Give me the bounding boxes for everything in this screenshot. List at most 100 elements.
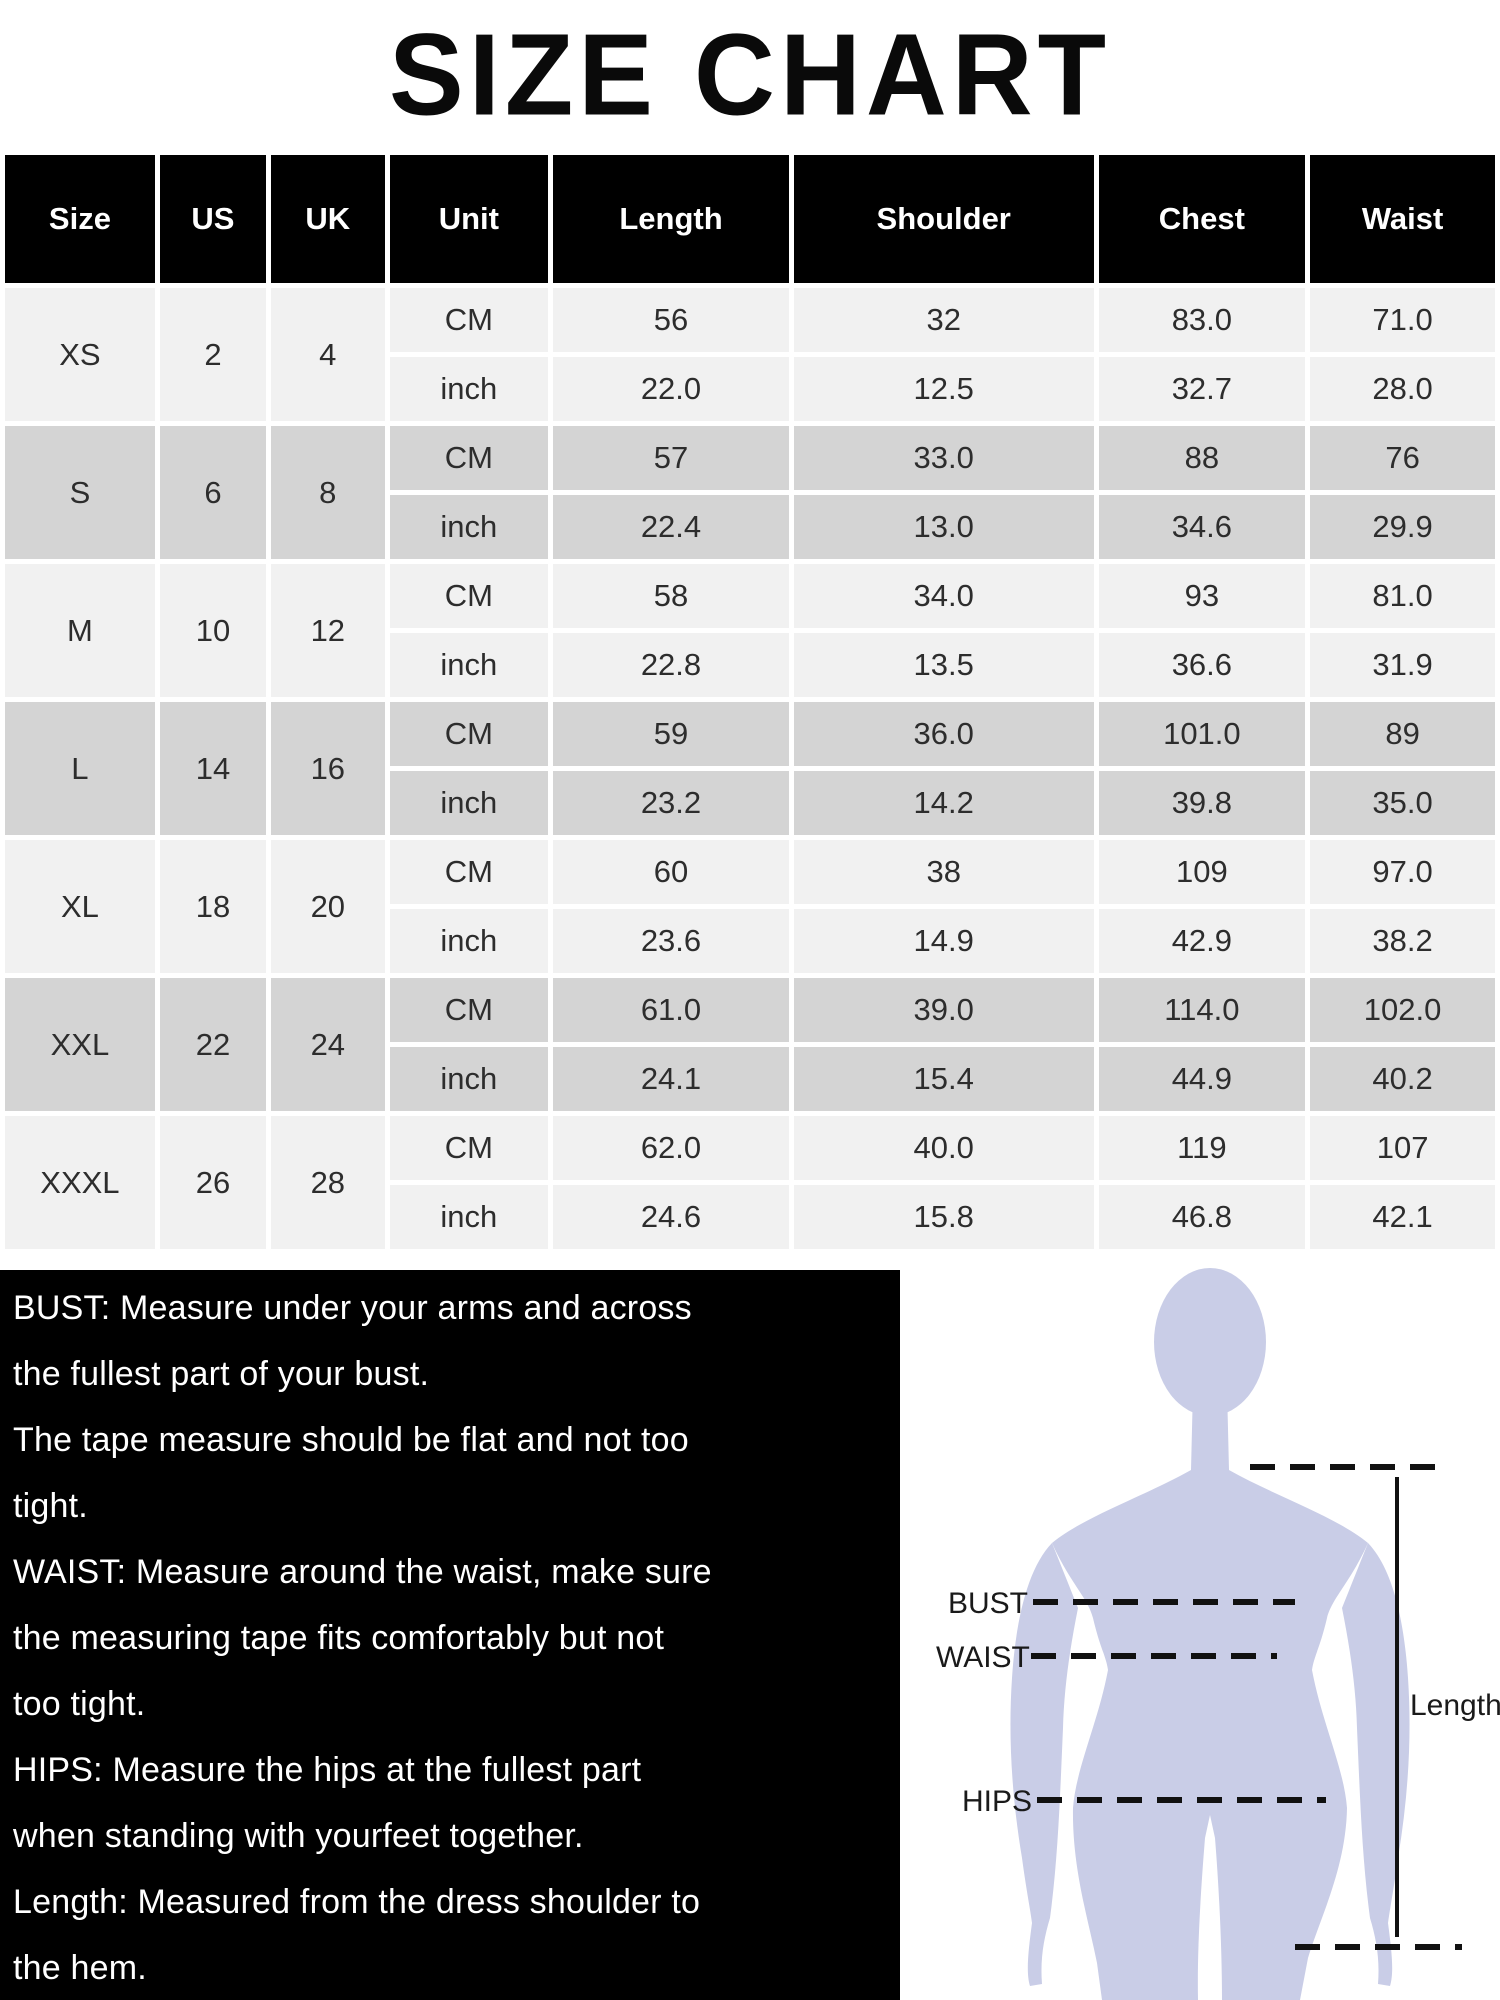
waist-value: 28.0 bbox=[1310, 357, 1495, 421]
table-row: inch 23.6 14.9 42.9 38.2 bbox=[5, 909, 1495, 973]
length-value: 56 bbox=[553, 288, 789, 352]
size-cell: XS bbox=[5, 288, 155, 421]
waist-value: 76 bbox=[1310, 426, 1495, 490]
instruction-line: WAIST: Measure around the waist, make su… bbox=[13, 1553, 712, 1591]
measurement-diagram: BUST WAIST HIPS Length bbox=[900, 1258, 1500, 2000]
page-title: SIZE CHART bbox=[389, 9, 1111, 140]
chest-value: 93 bbox=[1098, 564, 1306, 628]
chest-value: 83.0 bbox=[1098, 288, 1306, 352]
us-cell: 26 bbox=[159, 1116, 267, 1249]
shoulder-value: 32 bbox=[793, 288, 1094, 352]
length-value: 24.1 bbox=[553, 1047, 789, 1111]
instruction-line: the hem. bbox=[13, 1949, 147, 1987]
shoulder-value: 13.5 bbox=[793, 633, 1094, 697]
size-cell: XL bbox=[5, 840, 155, 973]
header-unit: Unit bbox=[389, 155, 549, 283]
header-uk: UK bbox=[271, 155, 385, 283]
instruction-line: the fullest part of your bust. bbox=[13, 1355, 430, 1393]
shoulder-value: 14.9 bbox=[793, 909, 1094, 973]
unit-cell: inch bbox=[389, 1047, 549, 1111]
uk-cell: 20 bbox=[271, 840, 385, 973]
unit-cell: inch bbox=[389, 1185, 549, 1249]
instruction-line: The tape measure should be flat and not … bbox=[13, 1421, 689, 1459]
waist-value: 29.9 bbox=[1310, 495, 1495, 559]
instruction-line: tight. bbox=[13, 1487, 88, 1525]
table-row: inch 22.4 13.0 34.6 29.9 bbox=[5, 495, 1495, 559]
us-cell: 6 bbox=[159, 426, 267, 559]
header-chest: Chest bbox=[1098, 155, 1306, 283]
chest-value: 42.9 bbox=[1098, 909, 1306, 973]
length-value: 57 bbox=[553, 426, 789, 490]
length-value: 58 bbox=[553, 564, 789, 628]
chest-value: 119 bbox=[1098, 1116, 1306, 1180]
waist-value: 89 bbox=[1310, 702, 1495, 766]
waist-value: 107 bbox=[1310, 1116, 1495, 1180]
chest-value: 44.9 bbox=[1098, 1047, 1306, 1111]
size-cell: XXXL bbox=[5, 1116, 155, 1249]
shoulder-value: 40.0 bbox=[793, 1116, 1094, 1180]
instruction-line: Length: Measured from the dress shoulder… bbox=[13, 1883, 701, 1921]
length-value: 60 bbox=[553, 840, 789, 904]
unit-cell: CM bbox=[389, 426, 549, 490]
unit-cell: inch bbox=[389, 633, 549, 697]
waist-value: 71.0 bbox=[1310, 288, 1495, 352]
table-row: inch 22.8 13.5 36.6 31.9 bbox=[5, 633, 1495, 697]
body-silhouette bbox=[1010, 1268, 1410, 2000]
size-cell: L bbox=[5, 702, 155, 835]
header-size: Size bbox=[5, 155, 155, 283]
us-cell: 2 bbox=[159, 288, 267, 421]
table-row: inch 22.0 12.5 32.7 28.0 bbox=[5, 357, 1495, 421]
chest-value: 88 bbox=[1098, 426, 1306, 490]
length-value: 22.8 bbox=[553, 633, 789, 697]
table-row: XXXL 26 28 CM 62.0 40.0 119 107 bbox=[5, 1116, 1495, 1249]
table-header-row: Size US UK Unit Length Shoulder Chest Wa… bbox=[5, 155, 1495, 283]
table-row: XL 18 20 CM 60 38 109 97.0 bbox=[5, 840, 1495, 973]
unit-cell: CM bbox=[389, 288, 549, 352]
uk-cell: 16 bbox=[271, 702, 385, 835]
us-cell: 10 bbox=[159, 564, 267, 697]
shoulder-value: 36.0 bbox=[793, 702, 1094, 766]
unit-cell: inch bbox=[389, 909, 549, 973]
table-row: inch 24.6 15.8 46.8 42.1 bbox=[5, 1185, 1495, 1249]
shoulder-value: 15.4 bbox=[793, 1047, 1094, 1111]
length-value: 24.6 bbox=[553, 1185, 789, 1249]
table-row: inch 23.2 14.2 39.8 35.0 bbox=[5, 771, 1495, 835]
unit-cell: inch bbox=[389, 357, 549, 421]
uk-cell: 28 bbox=[271, 1116, 385, 1249]
us-cell: 22 bbox=[159, 978, 267, 1111]
size-cell: S bbox=[5, 426, 155, 559]
unit-cell: CM bbox=[389, 1116, 549, 1180]
table-row: XXL 22 24 CM 61.0 39.0 114.0 102.0 bbox=[5, 978, 1495, 1111]
length-value: 59 bbox=[553, 702, 789, 766]
waist-value: 40.2 bbox=[1310, 1047, 1495, 1111]
table-row: S 6 8 CM 57 33.0 88 76 bbox=[5, 426, 1495, 559]
instruction-line: too tight. bbox=[13, 1685, 146, 1723]
length-label: Length bbox=[1410, 1689, 1500, 1722]
instruction-line: BUST: Measure under your arms and across bbox=[13, 1289, 692, 1327]
table-row: XS 2 4 CM 56 32 83.0 71.0 bbox=[5, 288, 1495, 421]
waist-value: 31.9 bbox=[1310, 633, 1495, 697]
bottom-section: BUST: Measure under your arms and across… bbox=[0, 1258, 1500, 2000]
uk-cell: 4 bbox=[271, 288, 385, 421]
hips-label: HIPS bbox=[962, 1785, 1032, 1818]
shoulder-value: 14.2 bbox=[793, 771, 1094, 835]
chest-value: 114.0 bbox=[1098, 978, 1306, 1042]
size-cell: XXL bbox=[5, 978, 155, 1111]
chest-value: 46.8 bbox=[1098, 1185, 1306, 1249]
us-cell: 14 bbox=[159, 702, 267, 835]
uk-cell: 12 bbox=[271, 564, 385, 697]
measuring-instructions-panel: BUST: Measure under your arms and across… bbox=[0, 1270, 900, 2000]
waist-label: WAIST bbox=[936, 1641, 1030, 1674]
shoulder-value: 33.0 bbox=[793, 426, 1094, 490]
chest-value: 109 bbox=[1098, 840, 1306, 904]
chest-value: 101.0 bbox=[1098, 702, 1306, 766]
table-row: L 14 16 CM 59 36.0 101.0 89 bbox=[5, 702, 1495, 835]
length-value: 23.6 bbox=[553, 909, 789, 973]
shoulder-value: 13.0 bbox=[793, 495, 1094, 559]
title-bar: SIZE CHART bbox=[0, 0, 1500, 150]
length-value: 22.0 bbox=[553, 357, 789, 421]
table-row: M 10 12 CM 58 34.0 93 81.0 bbox=[5, 564, 1495, 697]
chest-value: 39.8 bbox=[1098, 771, 1306, 835]
instruction-line: the measuring tape fits comfortably but … bbox=[13, 1619, 665, 1657]
